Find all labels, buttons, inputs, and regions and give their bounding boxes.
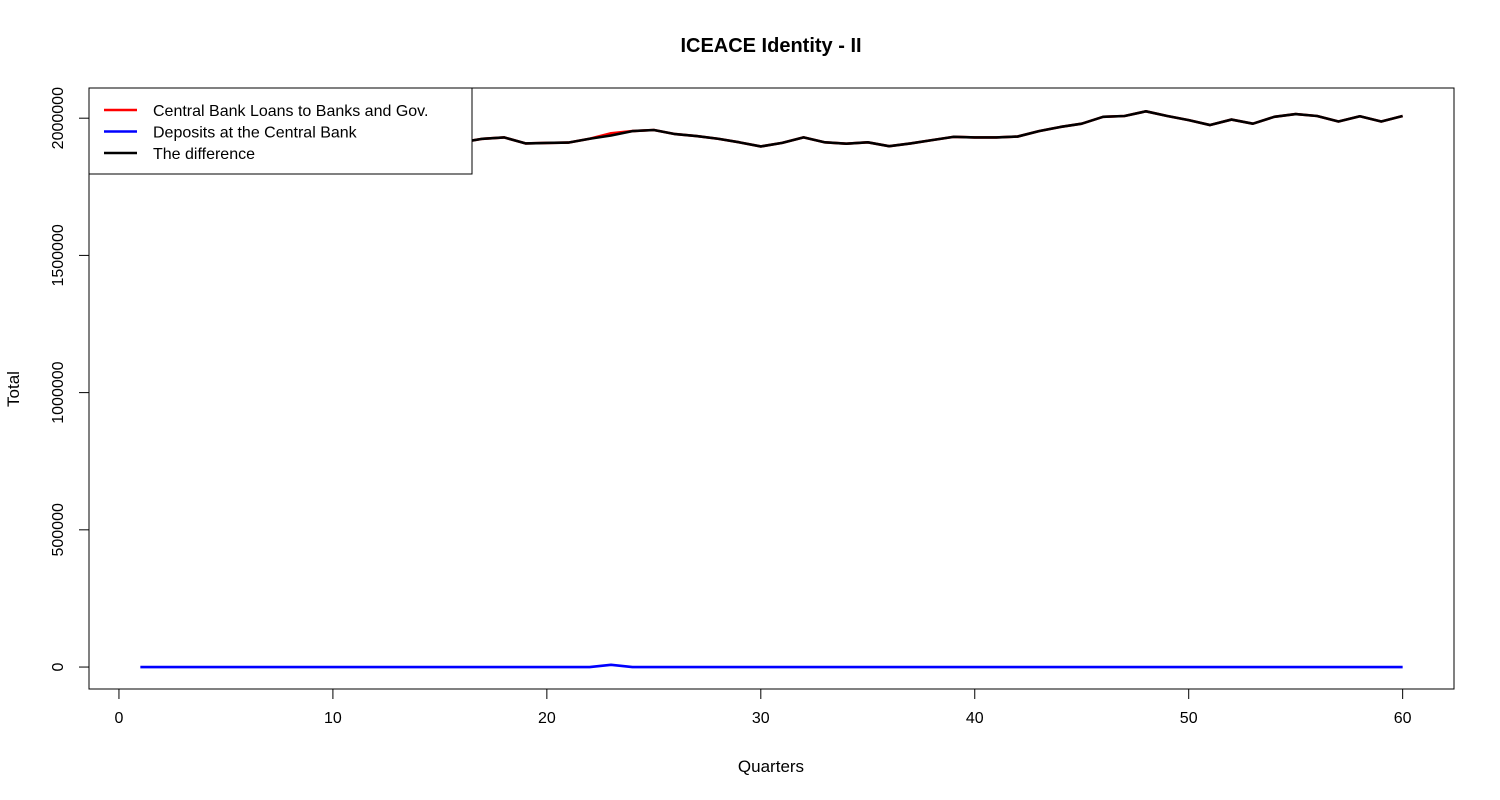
x-tick-label: 0: [114, 710, 123, 727]
legend-label: The difference: [153, 146, 255, 163]
x-tick-label: 20: [538, 710, 556, 727]
x-axis-label: Quarters: [738, 757, 804, 776]
x-axis: 0 10 20 30 40 50 60: [114, 688, 1412, 727]
x-tick-label: 30: [752, 710, 770, 727]
y-tick-label: 500000: [50, 503, 67, 556]
y-tick-label: 0: [50, 662, 67, 671]
chart-title: ICEACE Identity - II: [680, 35, 861, 57]
y-axis-label: Total: [4, 371, 23, 407]
legend-box: [88, 87, 473, 175]
x-tick-label: 50: [1180, 710, 1198, 727]
legend-label: Central Bank Loans to Banks and Gov.: [153, 103, 428, 120]
x-tick-label: 60: [1394, 710, 1412, 727]
y-tick-label: 2000000: [50, 87, 67, 149]
legend-label: Deposits at the Central Bank: [153, 125, 358, 142]
plot-area-frame: [88, 87, 1455, 690]
series-line-deposits-at-the-central-bank: [140, 663, 1403, 669]
y-tick-label: 1500000: [50, 224, 67, 286]
x-tick-label: 40: [966, 710, 984, 727]
y-axis: 0 500000 1000000 1500000 2000000: [50, 87, 90, 671]
legend: Central Bank Loans to Banks and Gov. Depo…: [88, 87, 473, 175]
x-tick-label: 10: [324, 710, 342, 727]
series-layer: [140, 110, 1403, 669]
y-tick-label: 1000000: [50, 361, 67, 423]
